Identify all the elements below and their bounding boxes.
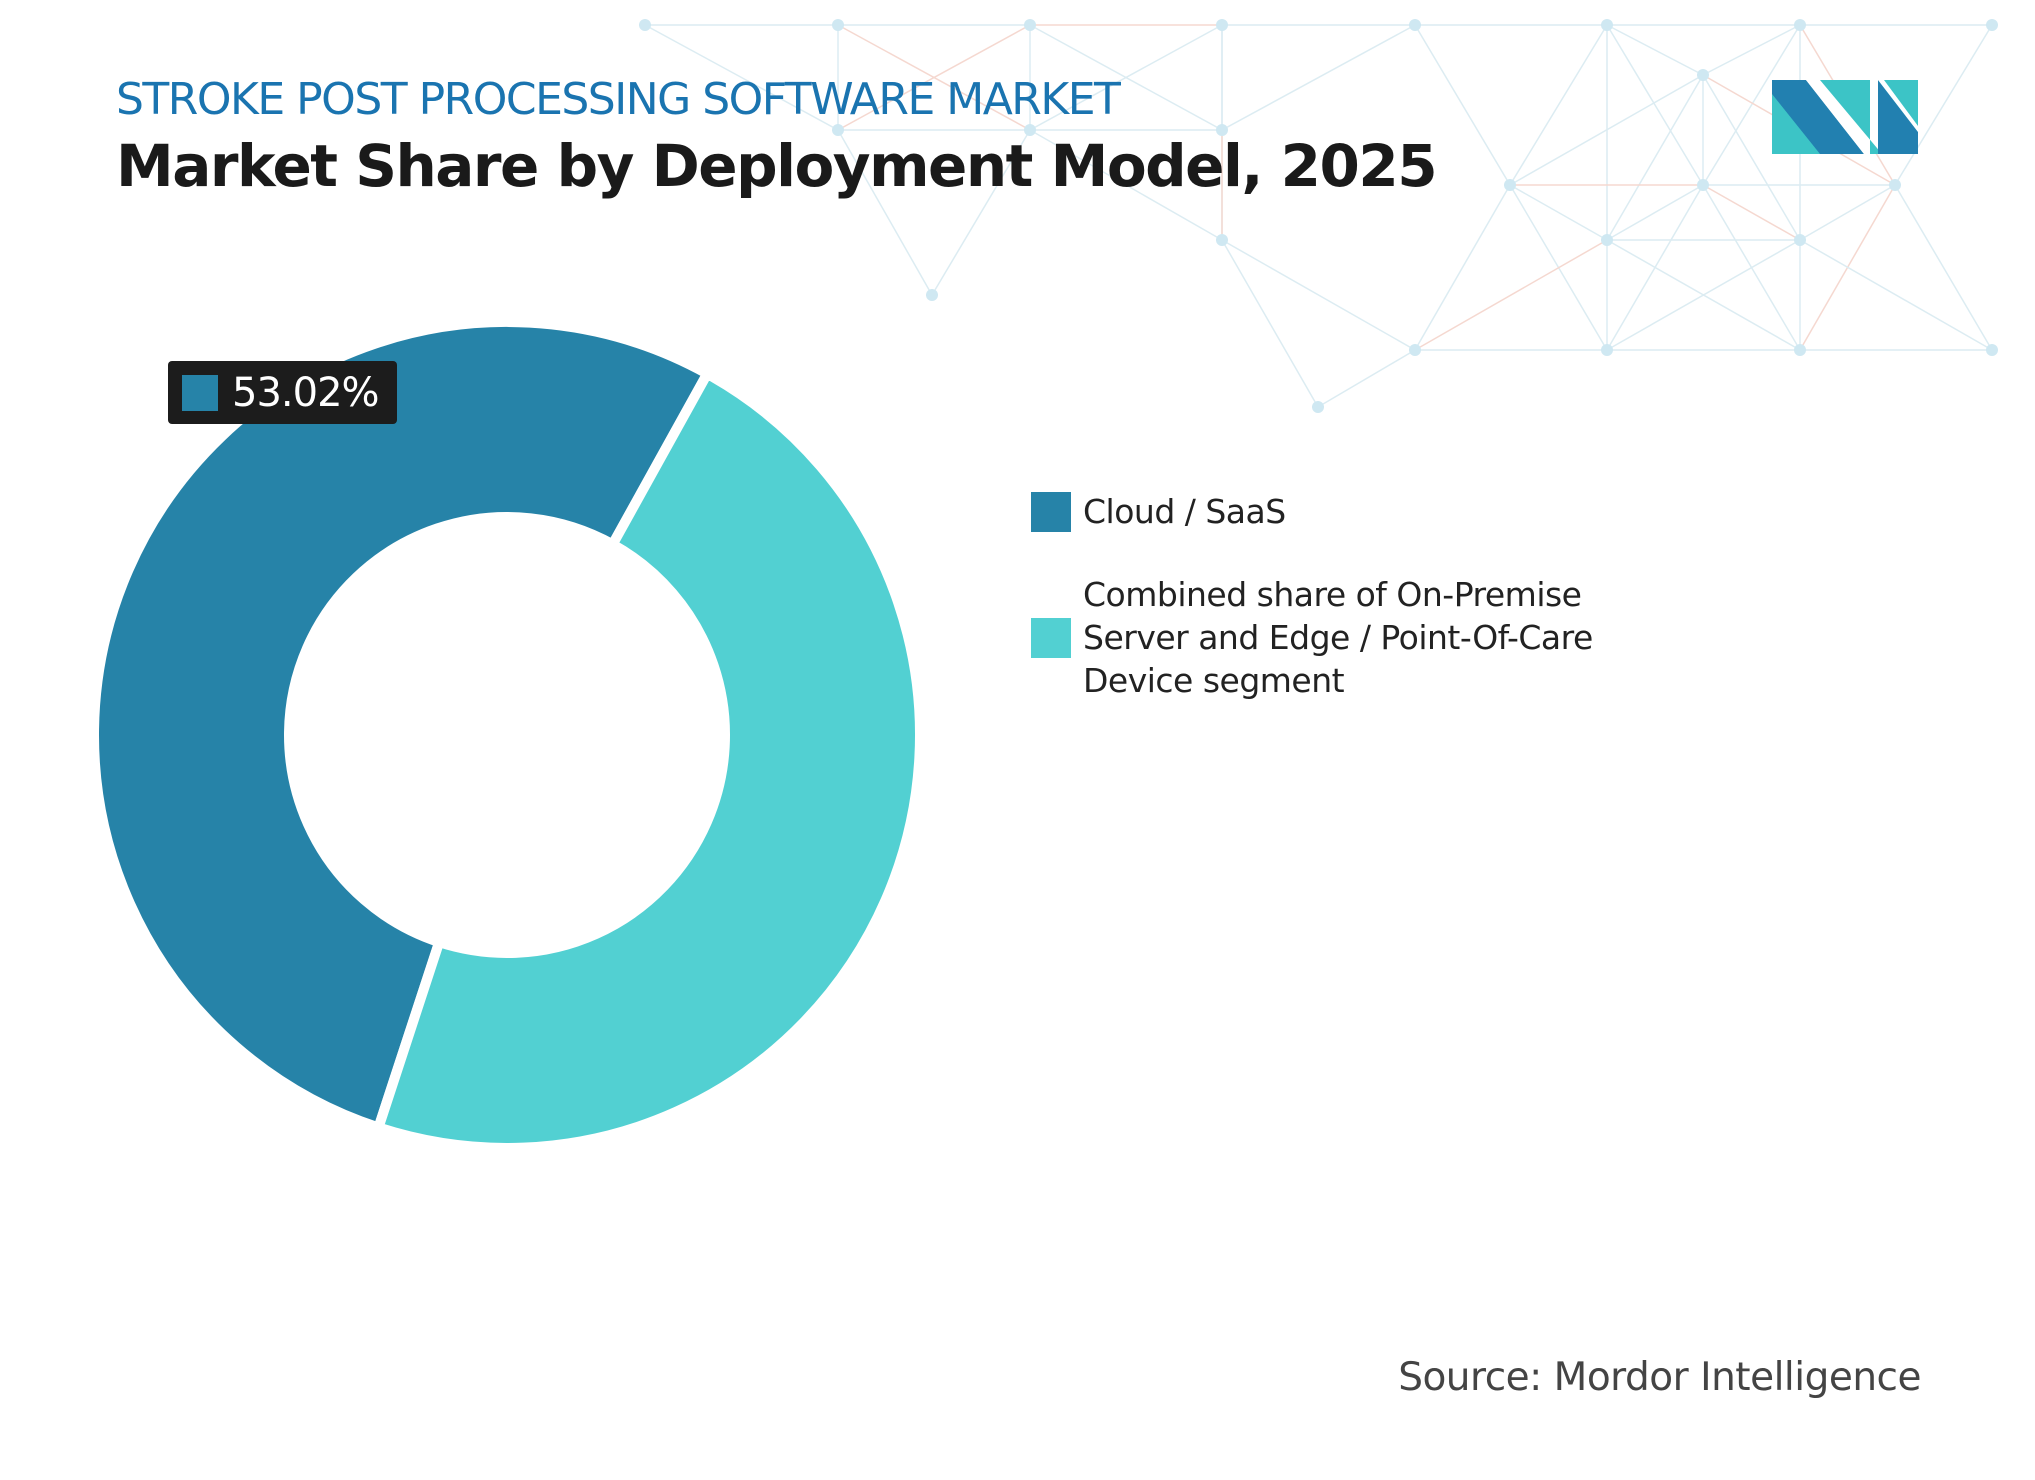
hex-grid-dot [1601, 234, 1613, 246]
legend-label: Cloud / SaaS [1083, 492, 1286, 531]
legend: Cloud / SaaS Combined share of On-Premis… [1031, 490, 1703, 742]
hex-grid-dot [926, 289, 938, 301]
chart-title: Market Share by Deployment Model, 2025 [116, 132, 1438, 200]
hex-grid-dot [1216, 19, 1228, 31]
donut-slice-cloud-saas [89, 317, 715, 1134]
hex-grid-dot [1889, 179, 1901, 191]
hex-grid-dot [1024, 19, 1036, 31]
hex-grid-dot [1409, 344, 1421, 356]
legend-item-cloud-saas: Cloud / SaaS [1031, 490, 1703, 533]
hex-grid-dot [1601, 344, 1613, 356]
hex-grid-dot [1986, 19, 1998, 31]
donut-slice-on-premise-edge [372, 366, 925, 1153]
chart-subtitle: STROKE POST PROCESSING SOFTWARE MARKET [116, 74, 1121, 125]
hex-grid-dot [1601, 19, 1613, 31]
hex-grid-dot [1697, 179, 1709, 191]
hex-grid-dot [1794, 344, 1806, 356]
hex-grid-dot [639, 19, 651, 31]
hex-grid-dot [1504, 179, 1516, 191]
hex-grid-dot [1794, 19, 1806, 31]
legend-swatch [1031, 491, 1071, 532]
data-label-cloud-saas: 53.02% [168, 361, 397, 424]
legend-swatch [1031, 617, 1071, 658]
hex-grid-dot [1312, 401, 1324, 413]
hex-grid-dot [1794, 234, 1806, 246]
hex-grid-dot [1024, 124, 1036, 136]
hex-grid-dot [1216, 234, 1228, 246]
source-note: Source: Mordor Intelligence [1398, 1355, 1921, 1400]
hex-grid-dot [1986, 344, 1998, 356]
legend-item-on-premise-edge: Combined share of On-Premise Server and … [1031, 573, 1703, 702]
hex-grid-dot [832, 124, 844, 136]
hex-grid-dot [1697, 69, 1709, 81]
hex-grid-dot [1409, 19, 1421, 31]
hex-grid-dot [1216, 124, 1228, 136]
data-label-swatch [182, 374, 218, 411]
legend-label: Combined share of On-Premise Server and … [1083, 575, 1593, 700]
hex-grid-dot [832, 19, 844, 31]
mordor-intelligence-logo [1772, 80, 1918, 154]
donut-chart [89, 317, 925, 1153]
data-label-value: 53.02% [232, 369, 380, 416]
